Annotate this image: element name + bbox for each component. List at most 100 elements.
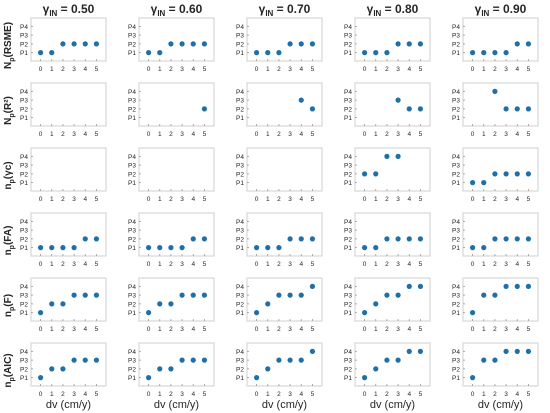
panel-frame xyxy=(462,82,539,127)
data-point xyxy=(309,283,316,289)
y-tick-label: P1 xyxy=(452,180,460,187)
y-tick-label: P2 xyxy=(20,41,28,48)
row-label-subscript: p xyxy=(9,307,16,311)
data-point xyxy=(395,236,401,242)
x-tick-label: 0 xyxy=(147,391,151,398)
data-point xyxy=(514,236,520,242)
data-point xyxy=(395,357,401,363)
y-tick-label: P1 xyxy=(344,245,352,252)
x-tick-label: 3 xyxy=(288,131,292,138)
data-point xyxy=(514,283,520,289)
y-tick-label: P1 xyxy=(236,180,244,187)
x-tick-label: 0 xyxy=(39,131,43,138)
data-point xyxy=(417,236,424,242)
x-tick-label: 2 xyxy=(493,196,497,203)
x-tick-label: 2 xyxy=(385,66,389,73)
y-tick-label: P3 xyxy=(344,98,352,105)
y-tick-label: P1 xyxy=(344,115,352,122)
x-tick-label: 1 xyxy=(266,261,270,268)
x-tick-label: 0 xyxy=(363,66,367,73)
y-tick-label: P1 xyxy=(128,50,136,57)
x-tick-label: 2 xyxy=(61,326,65,333)
data-point xyxy=(37,310,44,316)
row-label: np(F) xyxy=(3,294,16,317)
x-tick-label: 3 xyxy=(288,261,292,268)
x-tick-label: 3 xyxy=(288,391,292,398)
y-tick-label: P4 xyxy=(236,24,244,31)
data-point xyxy=(49,50,55,56)
x-tick-label: 3 xyxy=(504,196,508,203)
x-tick-label: 3 xyxy=(504,261,508,268)
data-point xyxy=(276,245,282,251)
x-tick-label: 1 xyxy=(374,391,378,398)
row-label-main: n xyxy=(3,382,14,388)
x-tick-label: 1 xyxy=(266,131,270,138)
y-tick-label: P4 xyxy=(344,154,352,161)
column-title-subscript: IN xyxy=(481,9,489,18)
x-tick-label: 3 xyxy=(288,196,292,203)
x-tick-label: 3 xyxy=(180,66,184,73)
x-tick-label: 0 xyxy=(363,261,367,268)
y-tick-label: P4 xyxy=(344,284,352,291)
data-point xyxy=(361,245,368,251)
data-point xyxy=(265,366,271,372)
y-tick-label: P4 xyxy=(344,219,352,226)
data-point xyxy=(71,41,77,47)
x-tick-label: 3 xyxy=(504,326,508,333)
data-point xyxy=(157,366,163,372)
panel-frame xyxy=(246,147,323,192)
x-tick-label: 0 xyxy=(255,261,259,268)
x-tick-label: 4 xyxy=(515,196,519,203)
panel-frame xyxy=(354,82,431,127)
y-tick-label: P1 xyxy=(452,310,460,317)
data-point xyxy=(287,357,293,363)
y-tick-label: P2 xyxy=(236,301,244,308)
data-point xyxy=(492,357,498,363)
y-tick-label: P3 xyxy=(452,358,460,365)
x-tick-label: 4 xyxy=(515,391,519,398)
data-point xyxy=(361,310,368,316)
y-tick-label: P4 xyxy=(20,349,28,356)
x-tick-label: 4 xyxy=(407,326,411,333)
data-point xyxy=(492,171,498,177)
y-tick-label: P4 xyxy=(236,284,244,291)
data-point xyxy=(201,236,208,242)
data-point xyxy=(298,41,304,47)
x-tick-label: 2 xyxy=(277,391,281,398)
x-axis-label: dv (cm/y) xyxy=(262,399,307,411)
x-axis-label: dv (cm/y) xyxy=(478,399,523,411)
data-point xyxy=(157,301,163,307)
row-label-rest: (FA) xyxy=(3,226,14,245)
x-tick-label: 3 xyxy=(504,131,508,138)
x-tick-label: 3 xyxy=(180,391,184,398)
data-point xyxy=(395,97,401,103)
data-point xyxy=(525,41,532,47)
y-tick-label: P4 xyxy=(128,219,136,226)
x-tick-label: 1 xyxy=(266,66,270,73)
x-tick-label: 3 xyxy=(504,391,508,398)
data-point xyxy=(82,357,88,363)
column-title-subscript: IN xyxy=(265,9,273,18)
x-tick-label: 4 xyxy=(83,66,87,73)
x-tick-label: 2 xyxy=(493,66,497,73)
x-tick-label: 0 xyxy=(255,66,259,73)
y-tick-label: P3 xyxy=(20,163,28,170)
x-tick-label: 3 xyxy=(396,196,400,203)
x-tick-label: 4 xyxy=(191,66,195,73)
row-label-subscript: p xyxy=(9,113,16,117)
data-point xyxy=(481,180,487,186)
y-tick-label: P4 xyxy=(452,89,460,96)
x-tick-label: 4 xyxy=(407,261,411,268)
data-point xyxy=(71,292,77,298)
x-tick-label: 1 xyxy=(266,326,270,333)
row-label-main: n xyxy=(3,311,14,317)
panel-frame xyxy=(30,147,107,192)
data-point xyxy=(361,171,368,177)
